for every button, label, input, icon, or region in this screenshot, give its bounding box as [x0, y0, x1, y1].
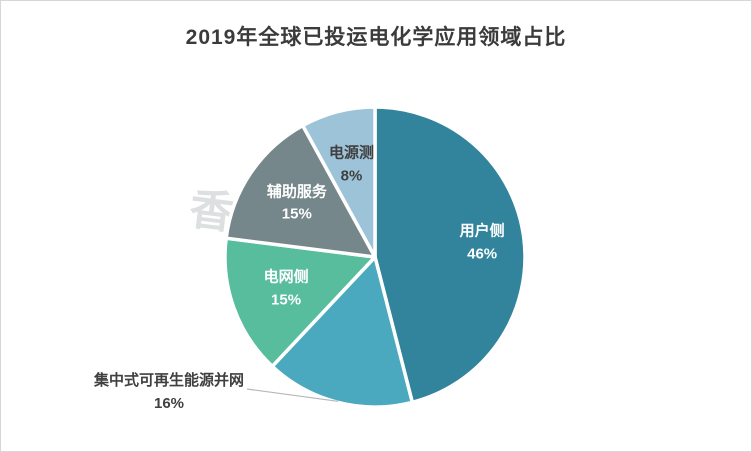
pie-slice — [373, 105, 527, 405]
chart-title: 2019年全球已投运电化学应用领域占比 — [185, 26, 567, 49]
pie-slice — [224, 123, 377, 259]
leader-line — [246, 388, 338, 402]
pie-slice — [223, 236, 377, 369]
pie-slice — [300, 105, 377, 259]
pie-slice — [270, 255, 415, 409]
